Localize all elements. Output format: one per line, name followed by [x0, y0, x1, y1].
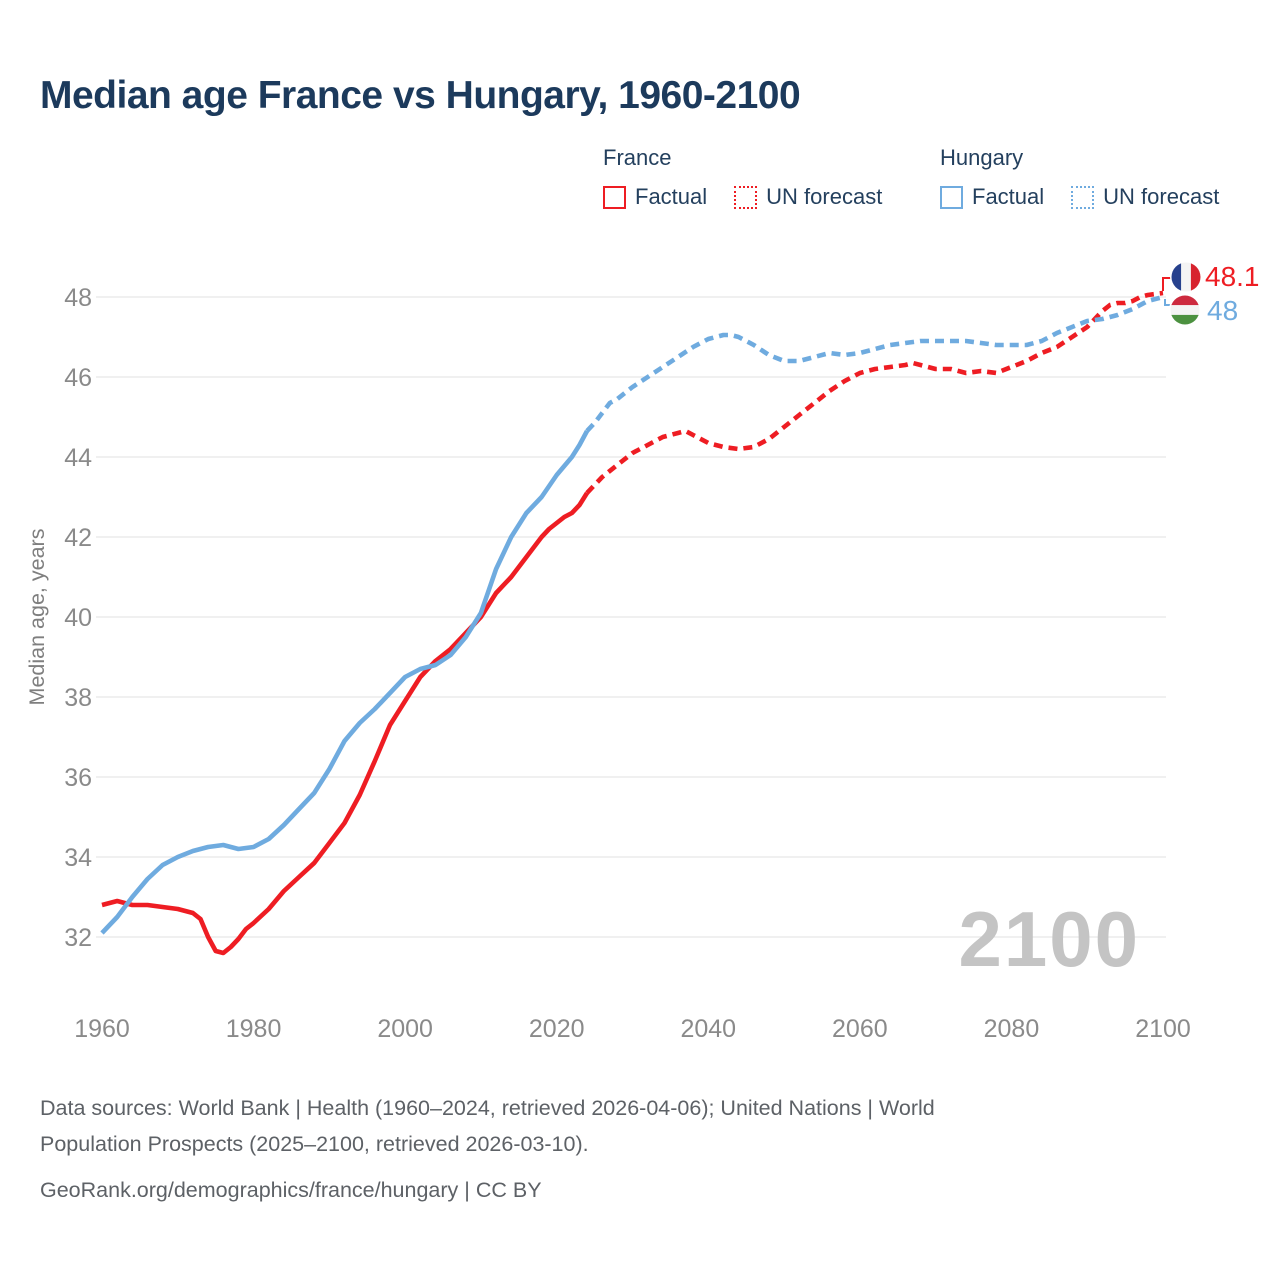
- x-tick-label: 2100: [1135, 1015, 1191, 1043]
- y-tick-label: 38: [64, 684, 92, 712]
- series-path-hungary-factual: [100, 429, 590, 935]
- y-tick-label: 36: [64, 764, 92, 792]
- legend-label-france-forecast: UN forecast: [766, 184, 883, 209]
- y-tick-label: 34: [64, 844, 92, 872]
- source-url-line: GeoRank.org/demographics/france/hungary …: [40, 1178, 542, 1202]
- france-endpoint-connector: [1162, 277, 1172, 291]
- y-tick-label: 32: [64, 924, 92, 952]
- x-tick-label: 1980: [226, 1015, 282, 1043]
- x-tick-label: 2020: [529, 1015, 585, 1043]
- watermark-year: 2100: [958, 895, 1140, 983]
- legend-label-france-factual: Factual: [635, 184, 708, 209]
- legend-label-hungary-factual: Factual: [972, 184, 1045, 209]
- legend-label-hungary-forecast: UN forecast: [1103, 184, 1220, 209]
- legend-group-france: France Factual UN forecast: [603, 145, 900, 210]
- hungary-end-value-label: 48: [1207, 295, 1238, 326]
- legend-swatch-hungary-forecast: [1071, 185, 1095, 209]
- footer: Data sources: World Bank | Health (1960–…: [40, 1090, 1160, 1208]
- legend-title-france: France: [603, 145, 672, 170]
- legend-swatch-france-factual: [603, 185, 626, 209]
- series-path-hungary-un-forecast: [585, 294, 1164, 433]
- x-tick-label: 2060: [832, 1015, 888, 1043]
- hungary-flag-icon: [1169, 294, 1201, 326]
- y-tick-label: 40: [64, 604, 92, 632]
- data-sources-line-2: Population Prospects (2025–2100, retriev…: [40, 1132, 589, 1156]
- page-title: Median age France vs Hungary, 1960-2100: [40, 74, 801, 117]
- legend-swatch-france-forecast: [734, 185, 758, 209]
- legend-title-hungary: Hungary: [940, 145, 1024, 170]
- x-tick-label: 2080: [984, 1015, 1040, 1043]
- median-age-line-chart: 32 34 36 38 40 42 44 46 48 1960 1980 2000 2020 2040 20…: [25, 261, 1260, 1043]
- x-tick-label: 2000: [377, 1015, 433, 1043]
- legend-swatch-hungary-factual: [940, 185, 963, 209]
- x-tick-label: 2040: [680, 1015, 736, 1043]
- y-tick-label: 42: [64, 524, 92, 552]
- x-tick-label: 1960: [74, 1015, 130, 1043]
- y-tick-label: 44: [64, 444, 92, 472]
- series-path-france-un-forecast: [585, 290, 1164, 495]
- legend-group-hungary: Hungary Factual UN forecast: [940, 145, 1237, 210]
- y-tick-label: 46: [64, 364, 92, 392]
- france-end-value-label: 48.1: [1205, 261, 1260, 292]
- series-path-france-factual: [101, 491, 589, 956]
- france-flag-icon: [1170, 261, 1202, 293]
- y-tick-label: 48: [64, 284, 92, 312]
- y-axis-title: Median age, years: [25, 529, 49, 706]
- data-sources-line-1: Data sources: World Bank | Health (1960–…: [40, 1096, 935, 1120]
